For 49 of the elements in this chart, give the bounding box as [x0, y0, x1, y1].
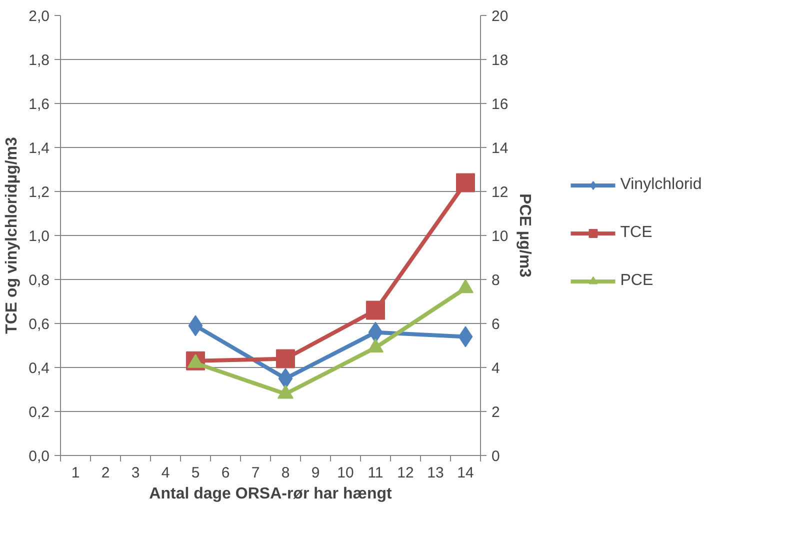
point [278, 384, 294, 399]
legend-label: TCE [620, 224, 652, 242]
y2-tick-label: 0 [492, 448, 500, 465]
y2-tick-label: 16 [492, 96, 508, 113]
point [368, 338, 384, 353]
x-tick-label: 14 [457, 464, 474, 482]
y-tick-label: 0,8 [28, 272, 50, 289]
y2-axis-title: PCE µg/m3 [516, 194, 534, 278]
legend-label: Vinylchlorid [620, 176, 702, 194]
y-tick-label: 1,8 [28, 52, 50, 69]
point [276, 349, 295, 368]
y-tick-label: 1,2 [28, 184, 50, 201]
point [366, 300, 385, 320]
y2-tick-label: 2 [492, 404, 500, 421]
y-axis-title: TCE og vinylchloridµg/m3 [4, 137, 21, 334]
y2-tick-label: 18 [492, 52, 508, 69]
x-tick-label: 5 [191, 464, 200, 482]
y2-tick-label: 10 [492, 228, 508, 245]
x-tick-label: 13 [427, 464, 444, 482]
x-tick-label: 6 [221, 464, 230, 482]
x-tick-label: 9 [311, 464, 320, 482]
y2-tick-label: 6 [492, 316, 500, 333]
legend-label: PCE [620, 272, 654, 290]
point [456, 173, 475, 192]
point [278, 368, 293, 389]
y-tick-label: 0,6 [28, 316, 50, 333]
x-tick-label: 3 [131, 464, 140, 482]
y-tick-label: 1,0 [28, 228, 50, 245]
x-tick-label: 10 [337, 464, 354, 482]
y2-tick-label: 4 [492, 360, 500, 377]
y-tick-label: 0,2 [28, 404, 50, 421]
y2-tick-label: 12 [492, 184, 508, 201]
x-tick-label: 1 [71, 464, 80, 482]
y-tick-label: 1,4 [28, 140, 50, 157]
x-axis-title: Antal dage ORSA-rør har hængt [149, 486, 393, 502]
x-tick-label: 11 [368, 464, 384, 482]
y-tick-label: 0,0 [28, 448, 50, 465]
x-tick-label: 12 [397, 464, 414, 482]
y2-tick-label: 8 [492, 272, 500, 289]
x-tick-label: 2 [101, 464, 110, 482]
y2-tick-label: 14 [492, 140, 508, 157]
x-tick-label: 8 [281, 464, 290, 482]
y-tick-label: 1,6 [28, 96, 50, 113]
y-tick-label: 2,0 [28, 8, 50, 25]
x-tick-label: 4 [161, 464, 170, 482]
point [458, 279, 474, 294]
x-tick-label: 7 [251, 464, 260, 482]
y-tick-label: 0,4 [28, 360, 50, 377]
y2-tick-label: 20 [492, 8, 508, 25]
